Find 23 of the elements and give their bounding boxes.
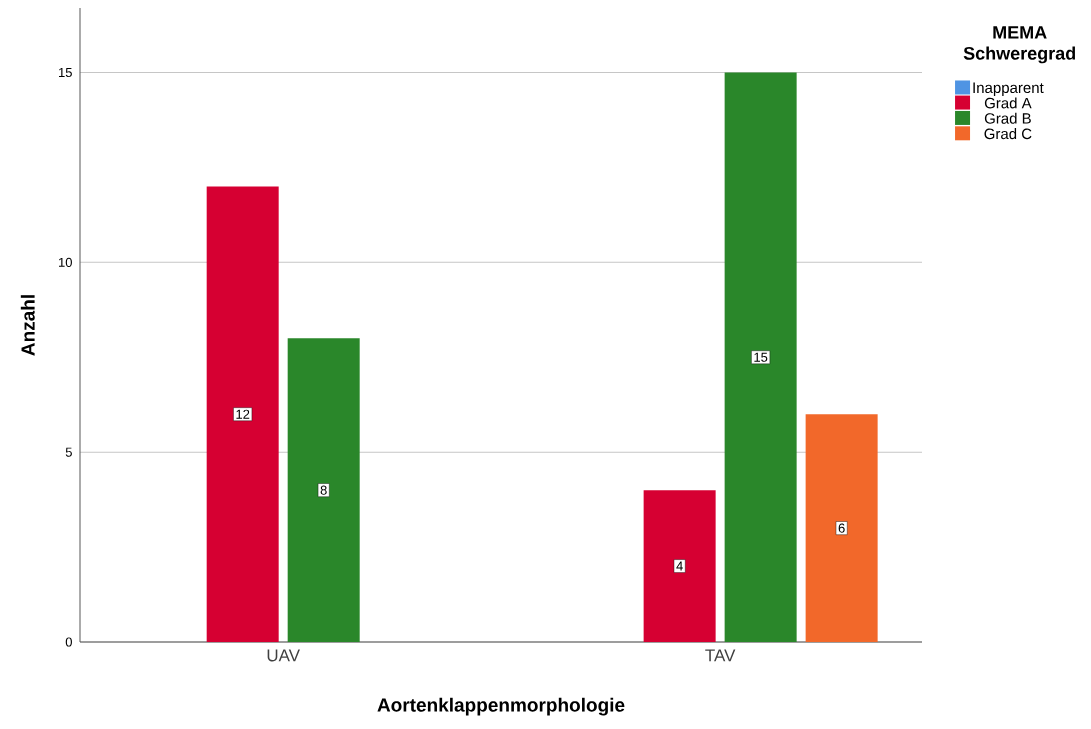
bar bbox=[643, 490, 716, 642]
data-label: 12 bbox=[236, 409, 250, 419]
legend-label: Grad C bbox=[984, 128, 1032, 140]
x-tick-label: TAV bbox=[705, 649, 736, 662]
y-tick-label: 0 bbox=[65, 637, 72, 647]
y-axis-title: Anzahl bbox=[20, 295, 35, 356]
bar bbox=[724, 72, 797, 642]
y-tick-label: 5 bbox=[65, 447, 72, 457]
x-axis-title: Aortenklappenmorphologie bbox=[377, 697, 625, 716]
data-label: 6 bbox=[838, 523, 845, 533]
data-label: 8 bbox=[320, 485, 327, 495]
legend-label: Grad B bbox=[984, 112, 1031, 124]
data-label: 15 bbox=[754, 352, 768, 362]
bar bbox=[287, 338, 360, 642]
legend-title: MEMA Schweregrad bbox=[963, 26, 1076, 64]
y-tick-label: 10 bbox=[59, 257, 72, 267]
bar bbox=[206, 186, 279, 642]
data-label: 4 bbox=[676, 561, 683, 571]
x-tick-label: UAV bbox=[267, 649, 300, 662]
legend-label: Grad A bbox=[984, 97, 1032, 109]
legend-label: Inapparent bbox=[973, 82, 1044, 96]
bar bbox=[805, 414, 878, 642]
y-tick-label: 15 bbox=[59, 68, 72, 78]
